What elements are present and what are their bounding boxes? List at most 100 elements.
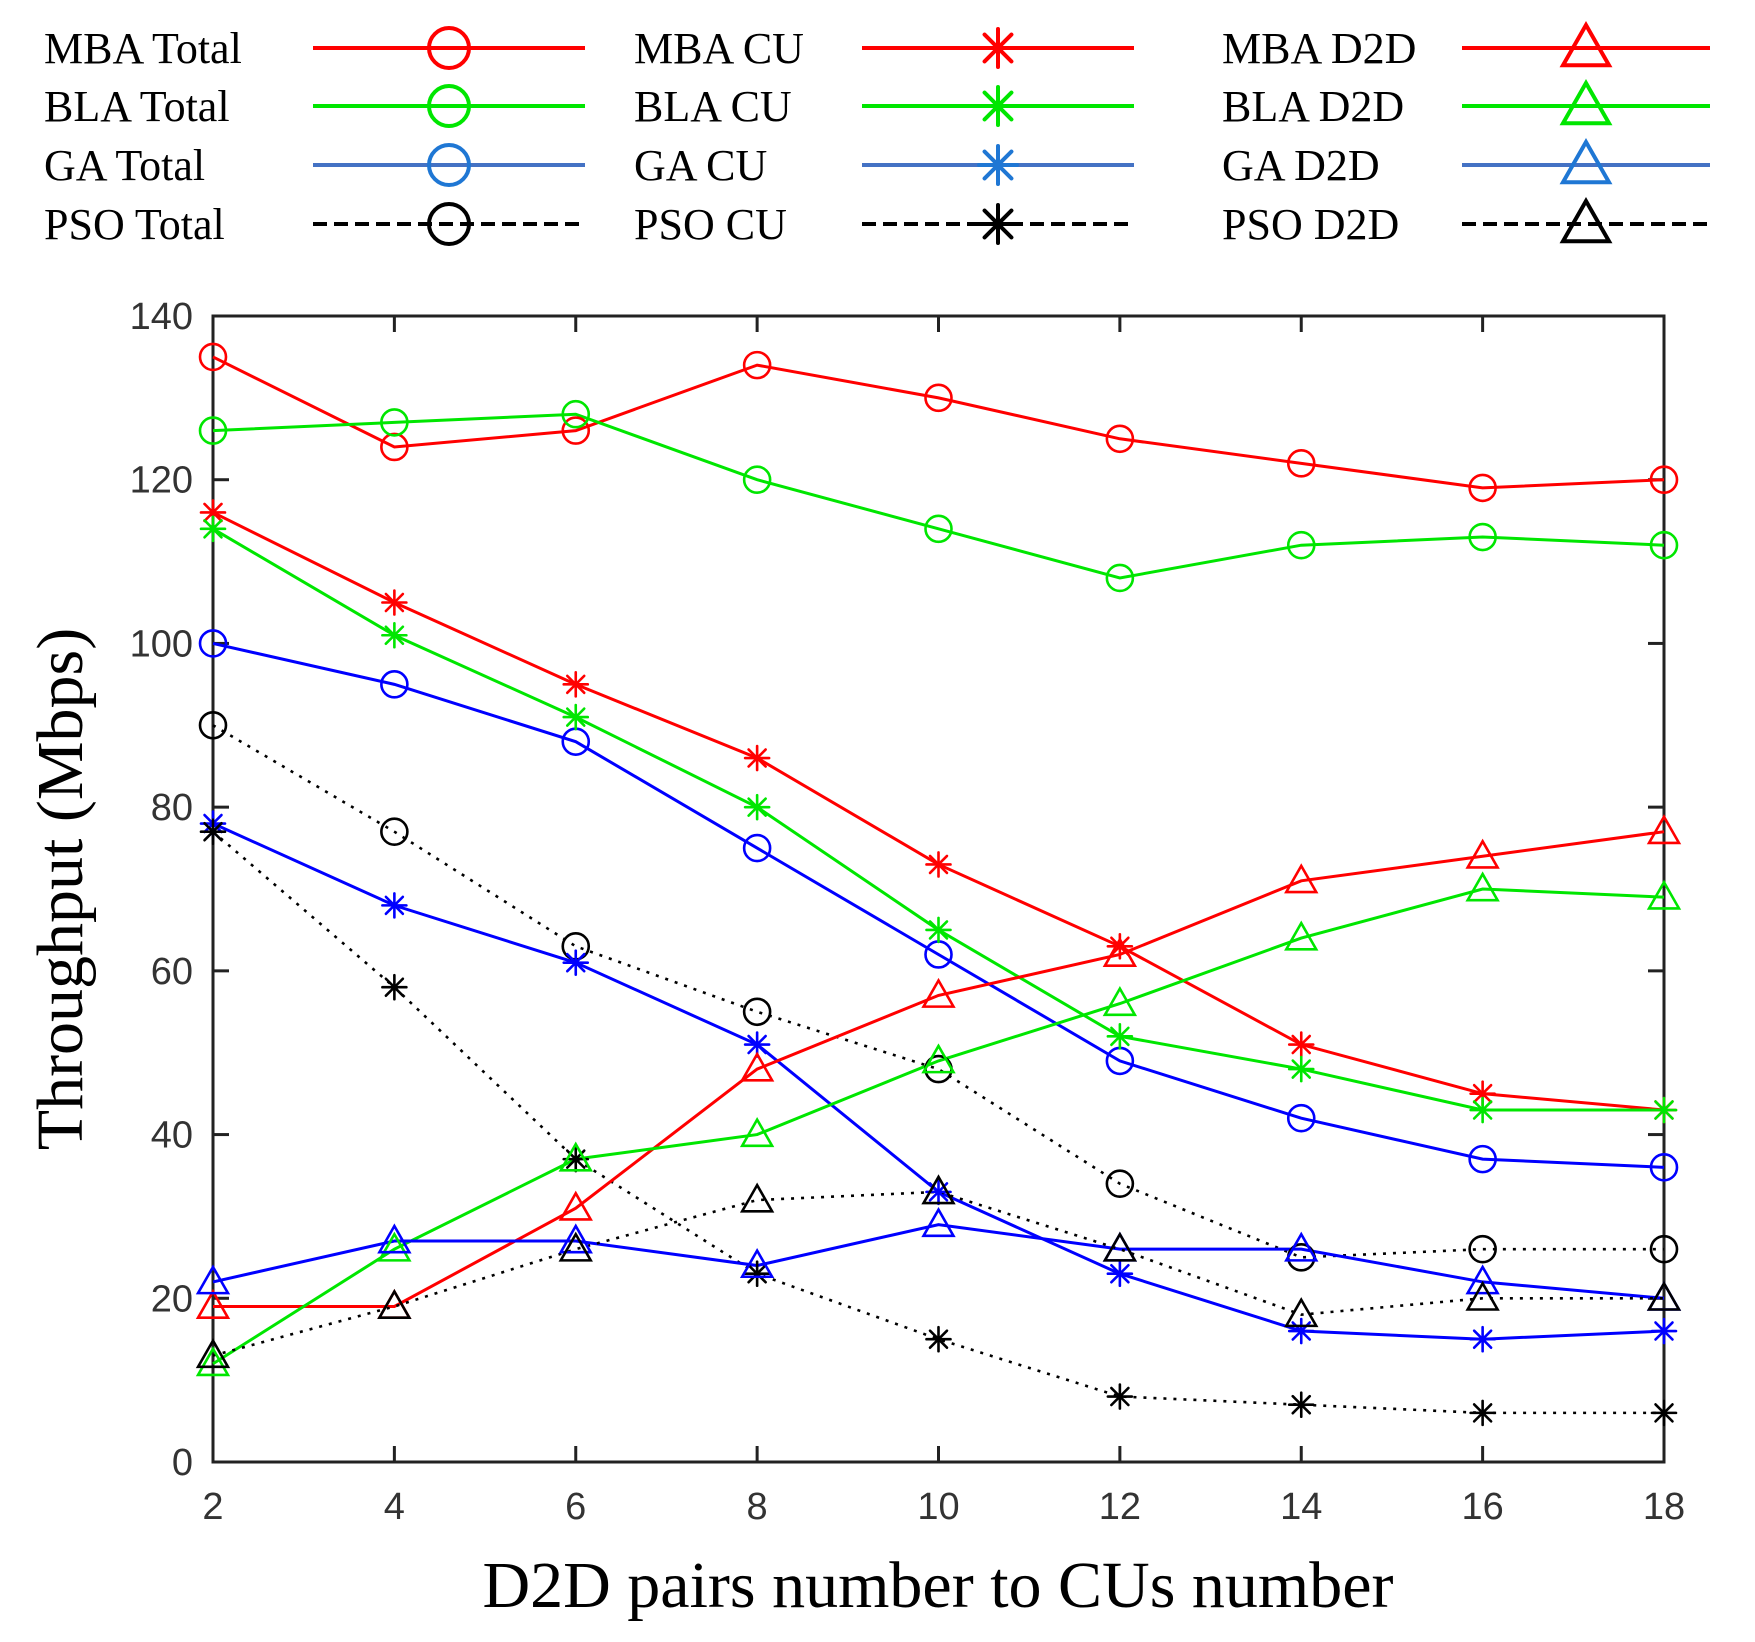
y-tick-label: 80 [151, 787, 193, 829]
data-point-mba-d2d [1102, 936, 1138, 967]
x-tick-label: 10 [917, 1486, 959, 1528]
data-point-ga-cu [562, 949, 590, 976]
data-point-bla-cu [743, 793, 771, 821]
data-point-pso-cu [743, 1260, 771, 1288]
data-point-bla-d2d [195, 1346, 231, 1377]
data-point-mba-d2d [195, 1288, 231, 1319]
y-tick-label: 0 [172, 1442, 193, 1484]
data-point-ga-cu [381, 892, 408, 919]
x-axis-ticks: 2 4 6 8 10 12 14 16 18 [202, 316, 1685, 1528]
legend-marker-circle-icon [427, 26, 471, 70]
legend-entry-pso-total: PSO Total [44, 200, 585, 249]
legend-marker-circle-icon [427, 202, 471, 246]
legend-label: BLA D2D [1222, 82, 1404, 131]
data-point-bla-d2d [1646, 879, 1682, 910]
data-point-ga-total [380, 670, 409, 699]
data-point-mba-cu [1287, 1031, 1315, 1058]
data-point-bla-cu [199, 515, 227, 543]
legend-marker-star-icon [977, 27, 1019, 69]
legend-label: BLA CU [634, 82, 792, 131]
data-point-bla-cu [1650, 1096, 1678, 1124]
data-point-bla-total [380, 408, 409, 437]
data-point-mba-total [561, 416, 591, 445]
data-point-pso-cu [1287, 1391, 1315, 1418]
data-point-bla-cu [1287, 1055, 1315, 1083]
data-point-ga-d2d [1284, 1231, 1319, 1262]
legend-label: PSO Total [44, 200, 225, 249]
data-point-ga-cu [1106, 1260, 1134, 1288]
y-tick-label: 40 [151, 1115, 193, 1157]
x-tick-label: 8 [747, 1486, 768, 1528]
legend-entry-mba-d2d: MBA D2D [1222, 20, 1710, 73]
data-point-ga-total [198, 629, 228, 658]
data-point-bla-d2d [1465, 871, 1500, 902]
data-point-ga-total [742, 833, 772, 863]
y-tick-label: 140 [130, 296, 193, 338]
data-point-mba-total [924, 383, 953, 413]
legend-marker-triangle-icon [1559, 78, 1613, 126]
data-point-ga-d2d [739, 1247, 775, 1279]
y-axis-label: Throughput (Mbps) [24, 628, 97, 1150]
series-line-ga-d2d [212, 1223, 1665, 1300]
plot-frame [211, 314, 1666, 1464]
data-point-ga-total [1468, 1144, 1497, 1174]
data-point-mba-cu [381, 589, 408, 616]
data-point-bla-cu [562, 703, 590, 731]
legend-entry-ga-d2d: GA D2D [1222, 137, 1710, 190]
legend-label: GA CU [634, 141, 767, 190]
data-point-pso-total [198, 710, 228, 740]
data-point-mba-cu [562, 671, 590, 698]
data-point-bla-total [742, 465, 772, 495]
data-point-bla-d2d [377, 1231, 412, 1262]
data-point-mba-total [1649, 465, 1679, 495]
data-point-pso-cu [1469, 1399, 1496, 1427]
data-point-ga-d2d [558, 1223, 593, 1254]
legend-label: GA D2D [1222, 141, 1380, 190]
data-point-bla-cu [1469, 1096, 1496, 1124]
x-tick-label: 2 [202, 1486, 223, 1528]
data-point-mba-total [1286, 449, 1316, 478]
data-point-pso-d2d [195, 1338, 231, 1369]
series-line-pso-d2d [212, 1190, 1664, 1357]
data-point-pso-total [1649, 1234, 1679, 1264]
legend-entry-ga-cu: GA CU [634, 141, 1134, 190]
data-point-bla-total [198, 416, 228, 445]
legend-label: PSO CU [634, 200, 787, 249]
x-tick-label: 16 [1461, 1486, 1503, 1528]
legend-marker-star-icon [977, 85, 1019, 127]
legend-marker-triangle-icon [1559, 20, 1613, 68]
data-point-bla-total [924, 514, 953, 544]
data-point-ga-cu [1287, 1317, 1315, 1345]
x-axis-label: D2D pairs number to CUs number [482, 1549, 1393, 1622]
series-line-pso-total [212, 724, 1664, 1259]
data-point-ga-cu [743, 1031, 771, 1058]
data-point-ga-cu [1650, 1317, 1678, 1345]
data-point-pso-total [1105, 1169, 1135, 1198]
legend-label: MBA D2D [1222, 24, 1416, 73]
legend-label: PSO D2D [1222, 200, 1399, 249]
legend-marker-star-icon [977, 203, 1019, 245]
data-point-mba-d2d [921, 977, 956, 1008]
data-point-mba-d2d [1465, 838, 1500, 869]
data-point-pso-d2d [1284, 1297, 1319, 1328]
data-point-bla-cu [925, 916, 952, 944]
data-point-mba-total [1105, 424, 1135, 454]
legend-marker-triangle-icon [1559, 196, 1613, 244]
data-point-ga-d2d [921, 1207, 956, 1238]
plot-area: 0 20 40 60 80 100 120 140 2 4 6 8 10 12 14 16 18 [130, 296, 1686, 1528]
series-points-ga-cu [199, 810, 1678, 1353]
series-points-pso-d2d [195, 1174, 1682, 1369]
data-point-bla-d2d [558, 1141, 593, 1172]
legend: MBA Total BLA Total GA Total PSO Total MBA C… [44, 20, 1710, 249]
data-point-mba-d2d [739, 1051, 775, 1082]
data-point-mba-total [742, 350, 772, 380]
y-axis-ticks: 0 20 40 60 80 100 120 140 [130, 296, 1664, 1484]
series-line-bla-total [212, 412, 1665, 580]
y-tick-label: 20 [151, 1278, 193, 1320]
data-point-mba-d2d [1646, 814, 1682, 845]
data-point-mba-cu [925, 851, 952, 878]
data-point-bla-cu [381, 621, 408, 649]
series-points-mba-cu [199, 499, 1678, 1124]
legend-label: MBA CU [634, 24, 804, 73]
data-point-bla-d2d [1284, 920, 1319, 951]
